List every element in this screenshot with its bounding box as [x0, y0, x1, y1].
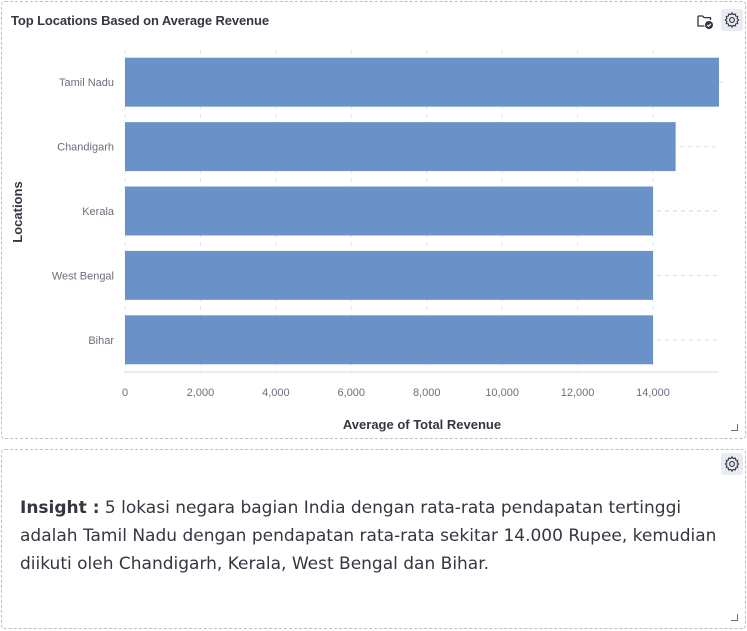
resize-handle[interactable]: [731, 614, 738, 621]
y-tick-label: West Bengal: [52, 270, 114, 282]
bars: [125, 57, 719, 365]
bar-chandigarh[interactable]: [125, 122, 676, 172]
resize-handle[interactable]: [731, 424, 738, 431]
bar-kerala[interactable]: [125, 186, 653, 236]
insight-body: 5 lokasi negara bagian India dengan rata…: [20, 498, 717, 574]
bar-west-bengal[interactable]: [125, 250, 653, 300]
insight-label: Insight :: [20, 498, 100, 518]
x-tick-label: 14,000: [636, 387, 670, 399]
settings-button[interactable]: [721, 9, 743, 31]
bar-chart: Tamil Nadu Chandigarh Kerala West Bengal Bih…: [10, 50, 723, 432]
y-tick-label: Chandigarh: [57, 142, 114, 154]
x-tick-labels: 0 2,000 4,000 6,000 8,000 10,000 12,000 14,000: [122, 387, 670, 399]
x-tick-label: 6,000: [338, 387, 366, 399]
insight-panel: Insight : 5 lokasi negara bagian India d…: [1, 449, 746, 629]
settings-button[interactable]: [721, 453, 743, 475]
y-tick-label: Bihar: [88, 335, 114, 347]
bar-tamil-nadu[interactable]: [125, 57, 719, 107]
y-tick-label: Kerala: [82, 206, 115, 218]
x-tick-label: 10,000: [485, 387, 519, 399]
bar-bihar[interactable]: [125, 315, 653, 365]
gear-icon: [724, 12, 740, 28]
chart-title: Top Locations Based on Average Revenue: [11, 13, 269, 28]
x-axis-title: Average of Total Revenue: [343, 417, 501, 432]
y-tick-labels: Tamil Nadu Chandigarh Kerala West Bengal Bih…: [52, 77, 115, 347]
x-tick-label: 2,000: [187, 387, 215, 399]
y-axis-title: Locations: [10, 181, 25, 242]
chart-panel: Top Locations Based on Average Revenue T…: [1, 1, 746, 439]
insight-text: Insight : 5 lokasi negara bagian India d…: [20, 494, 732, 578]
x-tick-label: 8,000: [413, 387, 441, 399]
x-tick-label: 0: [122, 387, 128, 399]
x-tick-label: 12,000: [561, 387, 595, 399]
gear-icon: [724, 456, 740, 472]
x-tick-label: 4,000: [262, 387, 290, 399]
folder-check-icon[interactable]: [694, 10, 716, 32]
y-tick-label: Tamil Nadu: [59, 77, 114, 89]
